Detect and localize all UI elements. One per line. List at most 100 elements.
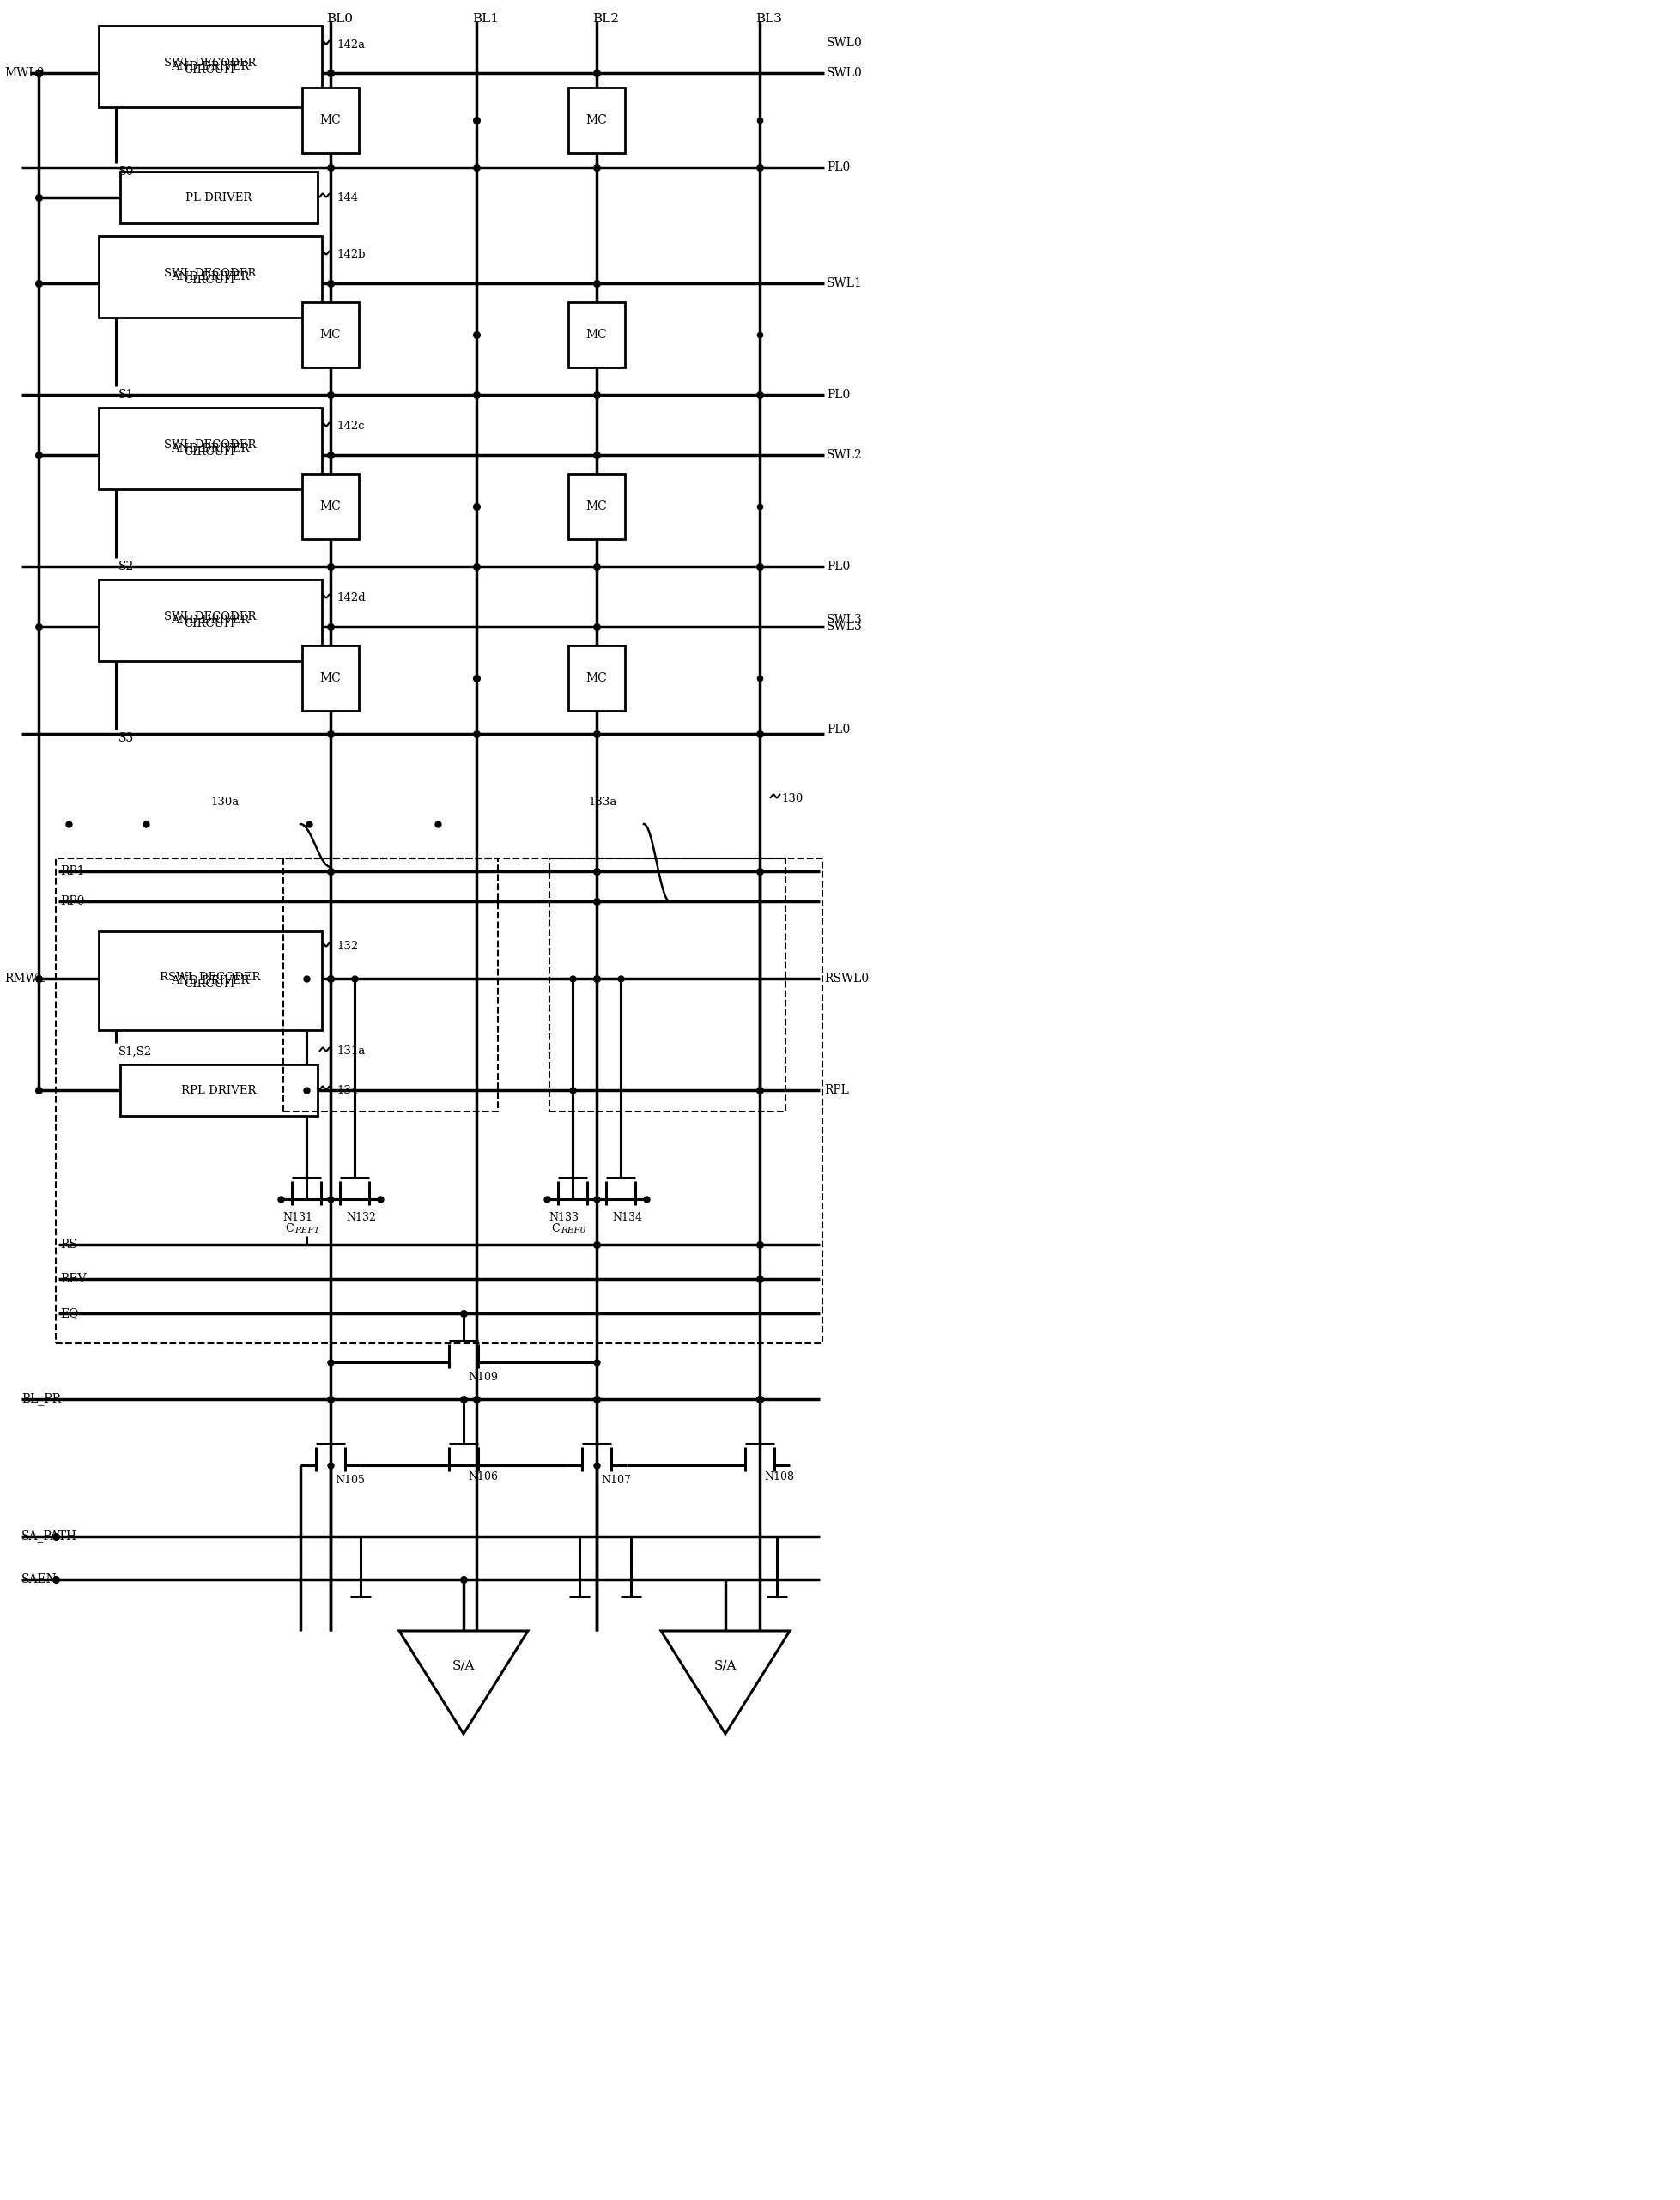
Text: N106: N106 bbox=[467, 1472, 497, 1483]
Text: SWL2: SWL2 bbox=[827, 449, 862, 462]
Bar bbox=[99, 579, 323, 660]
Text: SWL0: SWL0 bbox=[827, 66, 862, 79]
Text: 144: 144 bbox=[336, 191, 358, 202]
Text: 142c: 142c bbox=[336, 420, 365, 431]
Text: SWL0: SWL0 bbox=[827, 37, 862, 48]
Text: SWL3: SWL3 bbox=[827, 620, 862, 634]
Text: BL_PR: BL_PR bbox=[22, 1393, 60, 1406]
Bar bbox=[302, 88, 360, 152]
Text: MC: MC bbox=[586, 499, 606, 513]
Text: 142d: 142d bbox=[336, 592, 365, 603]
Text: RP1: RP1 bbox=[60, 865, 84, 878]
Text: S0: S0 bbox=[119, 165, 134, 178]
Text: REV: REV bbox=[60, 1274, 86, 1285]
Text: RPL: RPL bbox=[825, 1085, 848, 1096]
Text: CIRCUIT: CIRCUIT bbox=[185, 64, 237, 75]
Bar bbox=[302, 301, 360, 367]
Text: SWL DECODER: SWL DECODER bbox=[165, 268, 257, 279]
Text: 134: 134 bbox=[336, 1085, 358, 1096]
Text: AND DRIVER: AND DRIVER bbox=[171, 975, 250, 986]
Bar bbox=[55, 858, 823, 1344]
Text: N133: N133 bbox=[549, 1212, 578, 1223]
Text: AND DRIVER: AND DRIVER bbox=[171, 62, 250, 73]
Text: N107: N107 bbox=[601, 1476, 632, 1487]
Text: PL0: PL0 bbox=[827, 724, 850, 735]
Text: PL0: PL0 bbox=[827, 161, 850, 174]
Text: C: C bbox=[551, 1223, 559, 1234]
Text: AND DRIVER: AND DRIVER bbox=[171, 614, 250, 625]
Text: BL0: BL0 bbox=[326, 13, 353, 24]
Text: C: C bbox=[286, 1223, 294, 1234]
Text: SWL1: SWL1 bbox=[827, 277, 862, 288]
Bar bbox=[99, 407, 323, 488]
Text: N131: N131 bbox=[282, 1212, 312, 1223]
Text: REF0: REF0 bbox=[561, 1228, 586, 1234]
Text: RSWL DECODER: RSWL DECODER bbox=[160, 972, 260, 983]
Text: RPL DRIVER: RPL DRIVER bbox=[181, 1085, 257, 1096]
Text: SWL DECODER: SWL DECODER bbox=[165, 440, 257, 451]
Text: S1,S2: S1,S2 bbox=[119, 1045, 153, 1056]
Text: S2: S2 bbox=[119, 561, 134, 572]
Text: N132: N132 bbox=[346, 1212, 376, 1223]
Bar bbox=[284, 858, 497, 1111]
Bar bbox=[302, 473, 360, 539]
Text: CIRCUIT: CIRCUIT bbox=[185, 979, 237, 990]
Text: AND DRIVER: AND DRIVER bbox=[171, 442, 250, 453]
Bar bbox=[99, 235, 323, 317]
Text: RMWL: RMWL bbox=[5, 972, 45, 986]
Text: RP0: RP0 bbox=[60, 895, 84, 906]
Text: 142b: 142b bbox=[336, 249, 365, 260]
Text: SA_PATH: SA_PATH bbox=[22, 1529, 77, 1542]
Text: MC: MC bbox=[319, 673, 341, 684]
Text: CIRCUIT: CIRCUIT bbox=[185, 447, 237, 458]
Text: S/A: S/A bbox=[452, 1659, 475, 1672]
Bar bbox=[302, 645, 360, 711]
Text: MC: MC bbox=[586, 114, 606, 125]
Text: PL0: PL0 bbox=[827, 561, 850, 572]
Text: N109: N109 bbox=[467, 1373, 497, 1384]
Text: BL2: BL2 bbox=[593, 13, 618, 24]
Text: SAEN: SAEN bbox=[22, 1573, 57, 1586]
Text: MC: MC bbox=[319, 328, 341, 341]
Polygon shape bbox=[400, 1630, 528, 1734]
Bar bbox=[99, 26, 323, 108]
Text: MC: MC bbox=[586, 673, 606, 684]
Text: CIRCUIT: CIRCUIT bbox=[185, 275, 237, 286]
Polygon shape bbox=[660, 1630, 790, 1734]
Text: AND DRIVER: AND DRIVER bbox=[171, 271, 250, 282]
Text: MWL0: MWL0 bbox=[5, 66, 44, 79]
Text: CIRCUIT: CIRCUIT bbox=[185, 618, 237, 629]
Text: BL1: BL1 bbox=[472, 13, 499, 24]
Text: EQ: EQ bbox=[60, 1307, 79, 1320]
Text: MC: MC bbox=[319, 499, 341, 513]
Bar bbox=[549, 858, 786, 1111]
Text: SWL3: SWL3 bbox=[827, 614, 862, 625]
Bar bbox=[568, 473, 625, 539]
Text: 142a: 142a bbox=[336, 40, 365, 51]
Text: 131a: 131a bbox=[336, 1045, 365, 1056]
Text: MC: MC bbox=[586, 328, 606, 341]
Text: N134: N134 bbox=[612, 1212, 642, 1223]
Bar bbox=[99, 931, 323, 1030]
Text: REF1: REF1 bbox=[294, 1228, 319, 1234]
Bar bbox=[568, 301, 625, 367]
Text: SWL DECODER: SWL DECODER bbox=[165, 57, 257, 68]
Bar bbox=[568, 645, 625, 711]
Text: MC: MC bbox=[319, 114, 341, 125]
Text: 130: 130 bbox=[781, 792, 803, 803]
Text: PL0: PL0 bbox=[827, 389, 850, 400]
Bar bbox=[121, 172, 318, 222]
Text: 132: 132 bbox=[336, 942, 358, 953]
Text: RS: RS bbox=[60, 1239, 77, 1250]
Text: S1: S1 bbox=[119, 389, 134, 400]
Text: S3: S3 bbox=[119, 733, 134, 744]
Text: 130a: 130a bbox=[210, 796, 239, 807]
Text: SWL DECODER: SWL DECODER bbox=[165, 612, 257, 623]
Text: BL3: BL3 bbox=[756, 13, 781, 24]
Bar bbox=[121, 1065, 318, 1115]
Text: PL DRIVER: PL DRIVER bbox=[186, 191, 252, 202]
Text: N108: N108 bbox=[764, 1472, 795, 1483]
Text: 133a: 133a bbox=[588, 796, 617, 807]
Text: N105: N105 bbox=[334, 1476, 365, 1487]
Text: RSWL0: RSWL0 bbox=[825, 972, 869, 986]
